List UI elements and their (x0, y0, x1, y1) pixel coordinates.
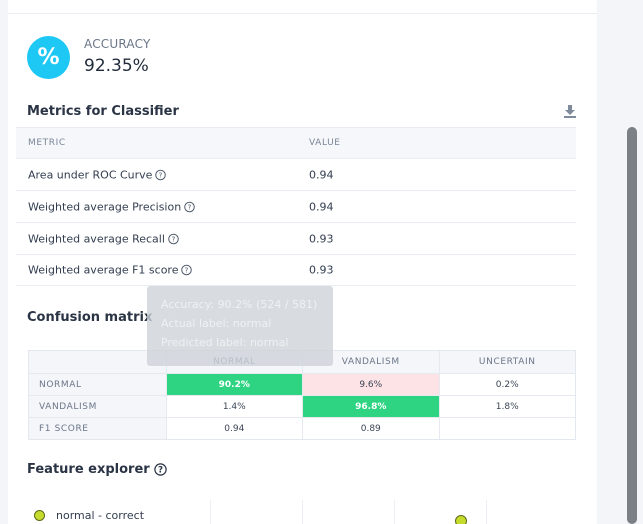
scrollbar-thumb[interactable] (627, 127, 637, 524)
accuracy-value: 92.35% (84, 56, 149, 76)
row-label: VANDALISM (29, 396, 166, 417)
data-point[interactable] (455, 515, 467, 524)
table-row: Weighted average F1 score? 0.93 (16, 254, 576, 286)
legend-label: normal - correct (56, 509, 145, 522)
metric-name: Weighted average Recall? (28, 232, 179, 245)
value-column-header: VALUE (309, 138, 341, 148)
svg-text:?: ? (171, 234, 175, 243)
help-icon[interactable]: ? (168, 233, 179, 244)
grid-line (486, 500, 487, 524)
svg-text:?: ? (188, 202, 192, 211)
metric-value: 0.94 (309, 200, 334, 213)
metrics-title: Metrics for Classifier (27, 104, 179, 119)
confusion-matrix-title: Confusion matrix (27, 310, 153, 325)
column-header: UNCERTAIN (438, 351, 575, 373)
feature-explorer-title: Feature explorer ? (27, 462, 167, 477)
matrix-tooltip: Accuracy: 90.2% (524 / 581) Actual label… (147, 286, 333, 366)
f1-cell (438, 418, 575, 439)
feature-explorer-grid (8, 500, 597, 524)
confusion-matrix: NORMAL VANDALISM UNCERTAIN NORMAL 90.2% … (28, 350, 576, 440)
confusion-row: NORMAL 90.2% 9.6% 0.2% (29, 373, 575, 395)
divider (8, 13, 597, 14)
metrics-table: METRIC VALUE Area under ROC Curve? 0.94 … (16, 127, 576, 286)
matrix-cell[interactable]: 1.8% (438, 396, 575, 417)
f1-score-row: F1 SCORE 0.94 0.89 (29, 417, 575, 439)
help-icon[interactable]: ? (155, 169, 167, 180)
metric-column-header: METRIC (28, 138, 66, 148)
metric-value: 0.94 (309, 168, 334, 181)
table-row: Area under ROC Curve? 0.94 (16, 158, 576, 190)
f1-cell: 0.89 (302, 418, 438, 439)
legend-marker (34, 510, 45, 521)
matrix-cell[interactable]: 9.6% (302, 374, 439, 395)
svg-text:?: ? (159, 170, 163, 179)
matrix-cell[interactable]: 1.4% (165, 396, 302, 417)
grid-line (210, 500, 211, 524)
percent-icon: % (27, 36, 70, 79)
confusion-row: VANDALISM 1.4% 96.8% 1.8% (29, 395, 575, 417)
metric-name: Weighted average Precision? (28, 200, 195, 213)
tooltip-accuracy: Accuracy: 90.2% (524 / 581) (161, 298, 318, 311)
help-icon[interactable]: ? (153, 463, 167, 476)
matrix-cell[interactable]: 0.2% (438, 374, 575, 395)
svg-text:?: ? (185, 266, 189, 275)
metric-value: 0.93 (309, 232, 334, 245)
metric-name: Area under ROC Curve? (28, 168, 167, 181)
help-icon[interactable]: ? (181, 264, 193, 276)
metrics-header-row: METRIC VALUE (16, 127, 576, 158)
tooltip-predicted-label: Predicted label: normal (161, 336, 289, 349)
metric-name: Weighted average F1 score? (28, 264, 193, 277)
accuracy-label: ACCURACY (84, 37, 151, 51)
matrix-cell[interactable]: 96.8% (302, 396, 439, 417)
table-row: Weighted average Recall? 0.93 (16, 222, 576, 254)
metric-value: 0.93 (309, 263, 334, 277)
f1-cell: 0.94 (165, 418, 302, 439)
matrix-cell[interactable]: 90.2% (165, 374, 303, 395)
svg-text:?: ? (158, 466, 163, 476)
corner-cell (29, 351, 166, 373)
row-label: F1 SCORE (29, 418, 166, 439)
results-panel: % ACCURACY 92.35% Metrics for Classifier… (8, 0, 597, 524)
grid-line (302, 500, 303, 524)
tooltip-actual-label: Actual label: normal (161, 317, 272, 330)
row-label: NORMAL (29, 374, 166, 395)
grid-line (394, 500, 395, 524)
table-row: Weighted average Precision? 0.94 (16, 190, 576, 222)
help-icon[interactable]: ? (184, 201, 195, 212)
download-icon[interactable] (563, 104, 577, 118)
